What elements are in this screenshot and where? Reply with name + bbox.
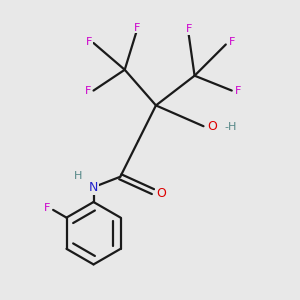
Text: F: F <box>229 37 235 46</box>
Text: N: N <box>89 181 98 194</box>
Text: -H: -H <box>225 122 237 132</box>
Text: O: O <box>156 187 166 200</box>
Text: F: F <box>134 22 140 32</box>
Text: F: F <box>86 37 92 46</box>
Text: O: O <box>207 120 217 133</box>
Text: F: F <box>235 85 242 96</box>
Text: F: F <box>185 24 192 34</box>
Text: F: F <box>85 85 92 96</box>
Text: F: F <box>44 203 50 213</box>
Text: H: H <box>74 171 82 181</box>
